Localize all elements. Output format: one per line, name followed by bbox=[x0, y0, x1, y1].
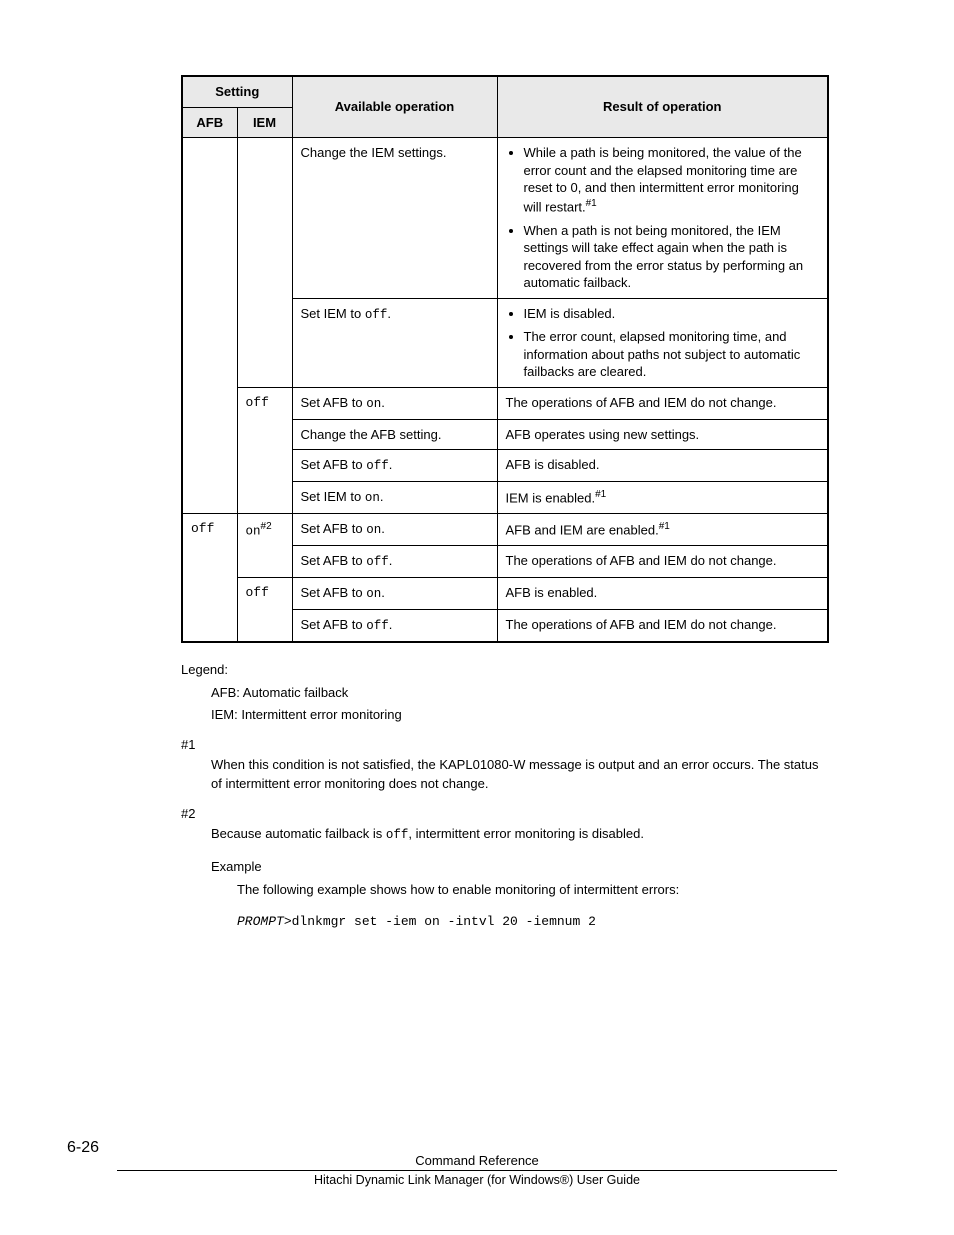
note2-label: #2 bbox=[181, 806, 829, 821]
op-cell: Set AFB to off. bbox=[292, 546, 497, 578]
op-cell: Set AFB to off. bbox=[292, 609, 497, 641]
example-label: Example bbox=[211, 858, 829, 877]
result-cell: AFB and IEM are enabled.#1 bbox=[497, 514, 828, 546]
result-cell: AFB operates using new settings. bbox=[497, 419, 828, 450]
th-setting: Setting bbox=[182, 76, 292, 107]
footer-subtitle: Hitachi Dynamic Link Manager (for Window… bbox=[0, 1173, 954, 1187]
result-cell: While a path is being monitored, the val… bbox=[497, 138, 828, 299]
iem-cell: off bbox=[237, 577, 292, 641]
note1-label: #1 bbox=[181, 737, 829, 752]
note2-text: Because automatic failback is off, inter… bbox=[211, 825, 829, 844]
th-result: Result of operation bbox=[497, 76, 828, 138]
op-cell: Set AFB to on. bbox=[292, 387, 497, 419]
footer-title: Command Reference bbox=[0, 1153, 954, 1168]
iem-cell bbox=[237, 138, 292, 388]
result-cell: IEM is enabled.#1 bbox=[497, 482, 828, 514]
example-code: PROMPT>dlnkmgr set -iem on -intvl 20 -ie… bbox=[237, 914, 829, 929]
table-row: off Set AFB to on. AFB is enabled. bbox=[182, 577, 828, 609]
result-cell: The operations of AFB and IEM do not cha… bbox=[497, 387, 828, 419]
result-cell: The operations of AFB and IEM do not cha… bbox=[497, 546, 828, 578]
iem-cell: off bbox=[237, 387, 292, 513]
legend-afb: AFB: Automatic failback bbox=[211, 684, 829, 703]
th-afb: AFB bbox=[182, 107, 237, 138]
page-footer: Command Reference Hitachi Dynamic Link M… bbox=[0, 1153, 954, 1187]
settings-table: Setting Available operation Result of op… bbox=[181, 75, 829, 643]
table-row: off Set AFB to on. The operations of AFB… bbox=[182, 387, 828, 419]
op-cell: Change the AFB setting. bbox=[292, 419, 497, 450]
legend-iem: IEM: Intermittent error monitoring bbox=[211, 706, 829, 725]
result-cell: The operations of AFB and IEM do not cha… bbox=[497, 609, 828, 641]
footer-rule bbox=[117, 1170, 837, 1171]
legend-label: Legend: bbox=[181, 661, 829, 680]
afb-cell bbox=[182, 138, 237, 514]
th-available-op: Available operation bbox=[292, 76, 497, 138]
op-cell: Change the IEM settings. bbox=[292, 138, 497, 299]
result-cell: IEM is disabled. The error count, elapse… bbox=[497, 298, 828, 387]
afb-cell: off bbox=[182, 514, 237, 642]
table-row: Change the IEM settings. While a path is… bbox=[182, 138, 828, 299]
th-iem: IEM bbox=[237, 107, 292, 138]
iem-cell: on#2 bbox=[237, 514, 292, 578]
table-row: off on#2 Set AFB to on. AFB and IEM are … bbox=[182, 514, 828, 546]
result-cell: AFB is enabled. bbox=[497, 577, 828, 609]
result-cell: AFB is disabled. bbox=[497, 450, 828, 482]
op-cell: Set IEM to off. bbox=[292, 298, 497, 387]
op-cell: Set AFB to off. bbox=[292, 450, 497, 482]
op-cell: Set IEM to on. bbox=[292, 482, 497, 514]
example-text: The following example shows how to enabl… bbox=[237, 881, 829, 900]
op-cell: Set AFB to on. bbox=[292, 514, 497, 546]
op-cell: Set AFB to on. bbox=[292, 577, 497, 609]
note1-text: When this condition is not satisfied, th… bbox=[211, 756, 829, 794]
